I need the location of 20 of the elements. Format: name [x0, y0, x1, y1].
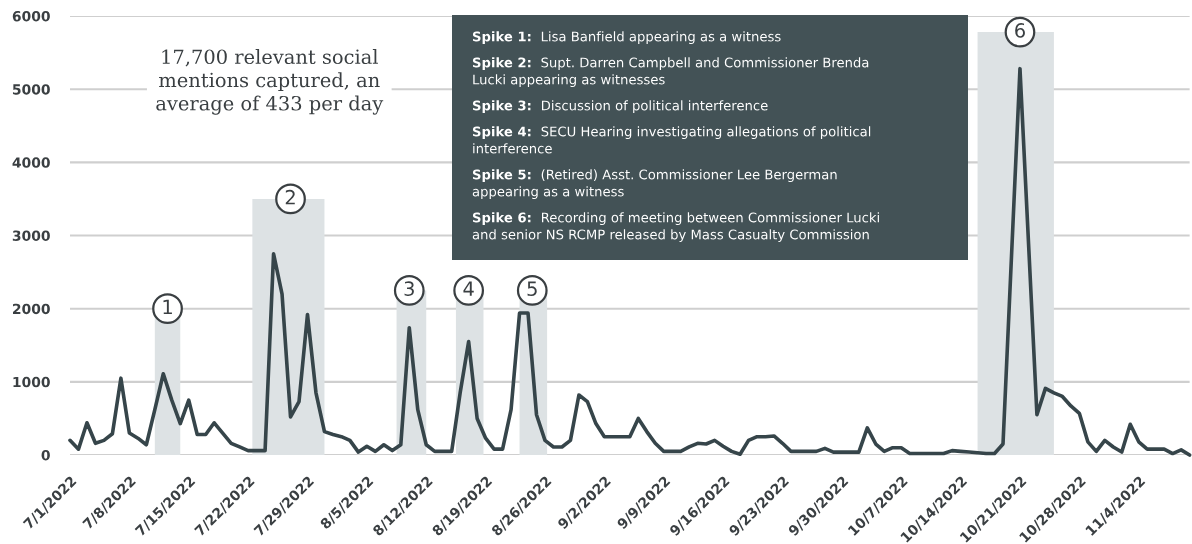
y-tick-label: 5000 [12, 84, 50, 95]
y-tick-label: 3000 [12, 230, 50, 241]
annotation: 3 [404, 281, 414, 297]
annotation: 1 [163, 299, 172, 315]
y-tick-label: 1000 [13, 376, 50, 388]
annotation: 6 [1015, 23, 1025, 38]
annotation: Spike 5: (Retired) Asst. Commissioner Lee Bergerman appearing as a witness [472, 169, 837, 199]
y-tick-label: 6000 [12, 10, 50, 22]
y-tick-label: 4000 [12, 157, 50, 168]
annotation: 2 [285, 189, 295, 205]
annotation: Spike 3: Discussion of political interference [472, 100, 768, 113]
annotation: 17,700 relevant social mentions captured, an average of 433 per day [156, 49, 384, 115]
annotation: Spike 2: Supt. Darren Campbell and Commissioner Brenda Lucki appearing as witnesses [472, 57, 869, 87]
annotation: Spike 1: Lisa Banfield appearing as a witness [472, 31, 781, 44]
y-tick-label: 0 [41, 449, 50, 461]
annotation: Spike 6: Recording of meeting between Commissioner Lucki and senior NS RCMP released by Mass Casualty Commission [472, 212, 879, 242]
annotation: 5 [527, 281, 537, 297]
annotation: 4 [463, 281, 474, 296]
annotation: Spike 4: SECU Hearing investigating allegations of political interference [472, 126, 871, 154]
y-tick-label: 2000 [13, 303, 50, 315]
